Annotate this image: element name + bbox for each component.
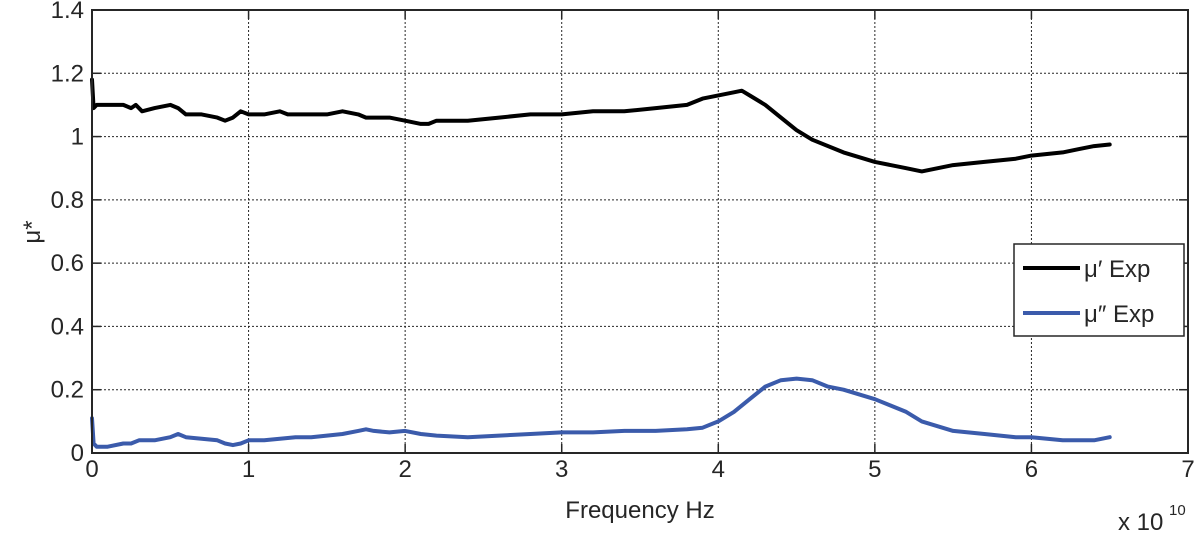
x-tick-label: 2 [398,456,411,483]
x-tick-label: 3 [555,456,568,483]
y-tick-label: 1 [71,124,84,151]
x-tick-label: 0 [85,456,98,483]
x-multiplier-exponent: 10 [1169,502,1186,519]
x-multiplier-base: x 10 [1118,509,1163,533]
legend: μ′ Exp μ″ Exp [1013,243,1185,337]
plot-background [92,10,1188,453]
legend-box [1013,243,1185,337]
legend-label-mu-double-prime: μ″ Exp [1084,301,1154,328]
x-tick-label: 1 [242,456,255,483]
series-group [90,77,1112,449]
y-tick-label: 0.2 [51,377,84,404]
series-line-mu-double-prime [90,376,1112,449]
tick-labels: 0 1 2 3 4 5 6 7 0 0.2 0.4 0.6 0.8 1 1.2 1.4 [51,0,1195,483]
series-line-mu-prime [90,77,1112,174]
plot-frame [91,9,1189,454]
y-tick-label: 1.2 [51,60,84,87]
y-tick-label: 1.4 [51,0,84,24]
ticks [91,9,1189,454]
x-axis-label: Frequency Hz [565,497,714,524]
y-tick-label: 0 [71,440,84,467]
y-tick-label: 0.6 [51,250,84,277]
x-tick-label: 5 [868,456,881,483]
y-tick-label: 0.8 [51,187,84,214]
x-tick-label: 4 [712,456,725,483]
y-tick-label: 0.4 [51,313,84,340]
x-tick-label: 7 [1181,456,1194,483]
y-axis-label: μ* [19,220,46,243]
x-tick-label: 6 [1025,456,1038,483]
grid [92,10,1188,453]
legend-label-mu-prime: μ′ Exp [1084,256,1150,283]
x-multiplier: x 10 10 [1118,502,1186,533]
